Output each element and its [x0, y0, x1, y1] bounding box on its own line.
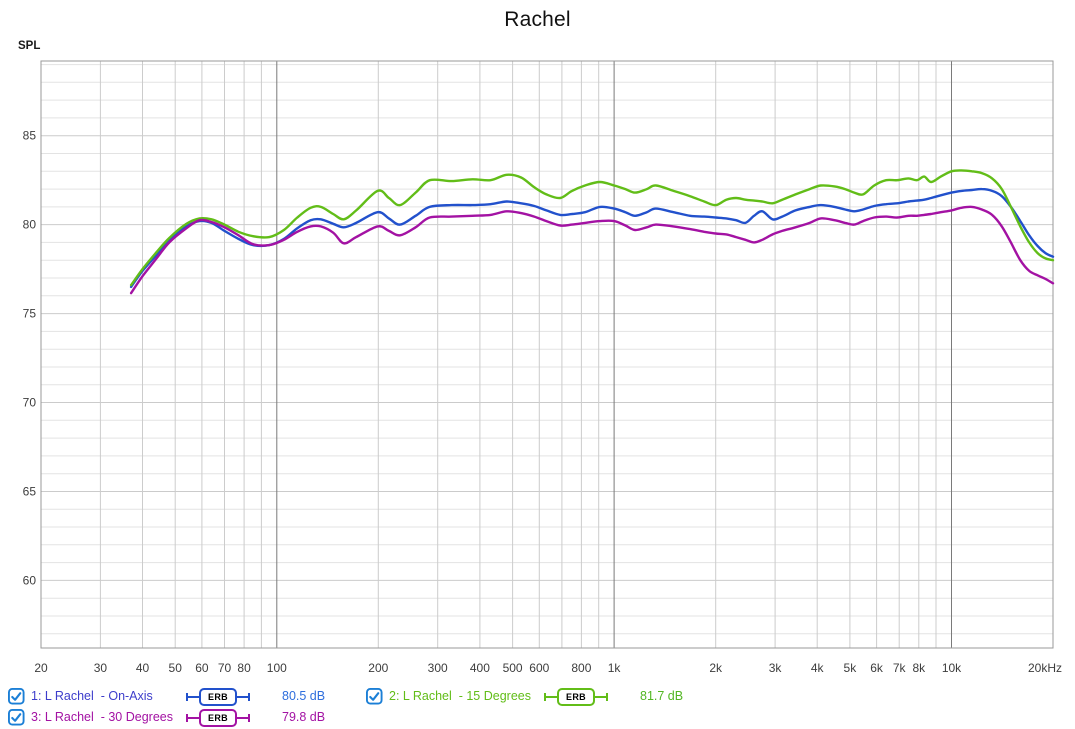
trace-curve-2	[129, 169, 1055, 287]
x-tick-label: 2k	[709, 661, 723, 675]
y-tick-label: 60	[23, 573, 37, 587]
erb-badge: ERB	[199, 688, 237, 706]
y-tick-label: 85	[23, 129, 37, 143]
checked-checkbox-icon	[366, 688, 383, 705]
legend-item-30-degrees: 3: L Rachel - 30 Degrees ERB 79.8 dB	[8, 709, 358, 727]
x-tick-label: 50	[169, 661, 183, 675]
x-tick-label: 8k	[912, 661, 926, 675]
y-tick-label: 80	[23, 218, 37, 232]
legend-item-15-degrees: 2: L Rachel - 15 Degrees ERB 81.7 dB	[366, 688, 716, 706]
trace-2-smoothing-indicator: ERB	[544, 688, 608, 706]
x-tick-label: 7k	[893, 661, 907, 675]
trace-3-average-level: 79.8 dB	[282, 710, 326, 724]
trace-curve-3	[129, 205, 1055, 295]
page-title: Rachel	[504, 8, 571, 31]
line-cap	[606, 693, 608, 701]
trace-1-smoothing-indicator: ERB	[186, 688, 250, 706]
trace-3-label[interactable]: 3: L Rachel - 30 Degrees	[31, 710, 173, 724]
trace-3-smoothing-indicator: ERB	[186, 709, 250, 727]
x-tick-label: 3k	[769, 661, 783, 675]
trace-3-checkbox[interactable]	[8, 709, 25, 726]
x-tick-label: 100	[267, 661, 287, 675]
trace-1-checkbox[interactable]	[8, 688, 25, 705]
trace-2-average-level: 81.7 dB	[640, 689, 684, 703]
x-tick-label: 20kHz	[1028, 661, 1062, 675]
x-tick-label: 400	[470, 661, 490, 675]
checked-checkbox-icon	[8, 688, 25, 705]
x-tick-label: 70	[218, 661, 232, 675]
x-tick-label: 500	[503, 661, 523, 675]
x-tick-label: 60	[195, 661, 209, 675]
x-tick-label: 40	[136, 661, 150, 675]
line-cap	[248, 714, 250, 722]
trace-2-checkbox[interactable]	[366, 688, 383, 705]
trace-1-label[interactable]: 1: L Rachel - On-Axis	[31, 689, 153, 703]
x-tick-label: 80	[237, 661, 251, 675]
line-cap	[248, 693, 250, 701]
x-tick-label: 20	[34, 661, 48, 675]
checked-checkbox-icon	[8, 709, 25, 726]
x-tick-label: 5k	[844, 661, 858, 675]
x-tick-label: 6k	[870, 661, 884, 675]
x-tick-label: 30	[94, 661, 108, 675]
spl-frequency-chart: 60 65 70 75 80 85 20 30 40 50 60 70 80 100 200 300 400 50…	[23, 60, 1062, 675]
trace-curve-1	[129, 187, 1055, 289]
y-tick-label: 70	[23, 396, 37, 410]
x-tick-label: 200	[368, 661, 388, 675]
erb-badge: ERB	[557, 688, 595, 706]
x-tick-label: 600	[529, 661, 549, 675]
trace-2-label[interactable]: 2: L Rachel - 15 Degrees	[389, 689, 531, 703]
x-tick-label: 4k	[811, 661, 825, 675]
x-tick-label: 10k	[942, 661, 962, 675]
x-tick-label: 800	[571, 661, 591, 675]
y-tick-label: 65	[23, 484, 37, 498]
y-axis-title: SPL	[18, 40, 41, 52]
trace-1-average-level: 80.5 dB	[282, 689, 326, 703]
legend-item-on-axis: 1: L Rachel - On-Axis ERB 80.5 dB	[8, 688, 358, 706]
erb-badge: ERB	[199, 709, 237, 727]
x-tick-label: 300	[428, 661, 448, 675]
y-tick-label: 75	[23, 307, 37, 321]
x-tick-label: 1k	[608, 661, 622, 675]
